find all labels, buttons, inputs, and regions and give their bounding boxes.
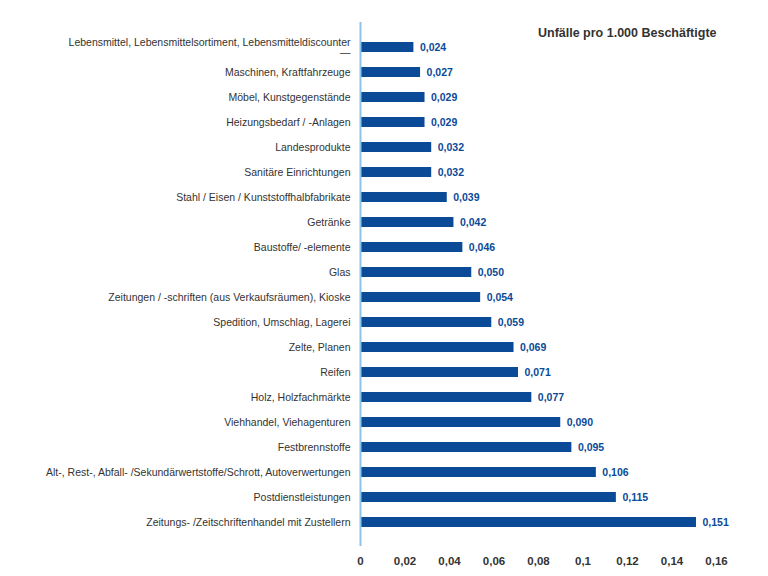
svg-text:Stahl / Eisen / Kunststoffhalb: Stahl / Eisen / Kunststoffhalbfabrikate xyxy=(176,191,350,203)
svg-text:0,029: 0,029 xyxy=(431,91,457,103)
svg-text:Landesprodukte: Landesprodukte xyxy=(275,141,350,153)
svg-text:Postdienstleistungen: Postdienstleistungen xyxy=(254,491,351,503)
svg-text:0,069: 0,069 xyxy=(520,341,546,353)
svg-text:0,059: 0,059 xyxy=(498,316,524,328)
svg-text:0,095: 0,095 xyxy=(578,441,604,453)
svg-text:0,090: 0,090 xyxy=(567,416,593,428)
svg-text:Zelte, Planen: Zelte, Planen xyxy=(289,341,351,353)
svg-text:Zeitungs- /Zeitschriftenhandel: Zeitungs- /Zeitschriftenhandel mit Zuste… xyxy=(146,516,350,528)
svg-text:Heizungsbedarf / -Anlagen: Heizungsbedarf / -Anlagen xyxy=(226,116,350,128)
svg-text:0,050: 0,050 xyxy=(478,266,504,278)
svg-text:0,14: 0,14 xyxy=(661,555,684,567)
svg-text:0,12: 0,12 xyxy=(616,555,638,567)
svg-text:Sanitäre Einrichtungen: Sanitäre Einrichtungen xyxy=(244,166,350,178)
svg-text:0,071: 0,071 xyxy=(524,366,550,378)
svg-text:0,151: 0,151 xyxy=(702,516,728,528)
svg-text:0,024: 0,024 xyxy=(420,41,446,53)
svg-text:Möbel, Kunstgegenstände: Möbel, Kunstgegenstände xyxy=(228,91,350,103)
svg-text:Unfälle pro 1.000 Beschäftigte: Unfälle pro 1.000 Beschäftigte xyxy=(538,26,717,40)
svg-text:0,039: 0,039 xyxy=(453,191,479,203)
svg-text:0,077: 0,077 xyxy=(538,391,564,403)
svg-text:Lebensmittel, Lebensmittelsort: Lebensmittel, Lebensmittelsortiment, Leb… xyxy=(69,36,351,59)
svg-text:0,06: 0,06 xyxy=(483,555,505,567)
svg-text:0,115: 0,115 xyxy=(622,491,648,503)
svg-text:0,042: 0,042 xyxy=(460,216,486,228)
svg-text:0,027: 0,027 xyxy=(427,66,453,78)
svg-text:Getränke: Getränke xyxy=(307,216,350,228)
svg-text:Glas: Glas xyxy=(329,266,351,278)
svg-text:0,16: 0,16 xyxy=(705,555,727,567)
svg-text:0,054: 0,054 xyxy=(487,291,513,303)
svg-text:0,1: 0,1 xyxy=(575,555,592,567)
svg-text:Reifen: Reifen xyxy=(320,366,351,378)
svg-text:0: 0 xyxy=(357,555,363,567)
svg-text:Holz, Holzfachmärkte: Holz, Holzfachmärkte xyxy=(251,391,351,403)
svg-text:Festbrennstoffe: Festbrennstoffe xyxy=(278,441,351,453)
svg-text:Baustoffe/ -elemente: Baustoffe/ -elemente xyxy=(254,241,351,253)
svg-text:Zeitungen / -schriften (aus Ve: Zeitungen / -schriften (aus Verkaufsräum… xyxy=(108,291,350,303)
svg-text:Alt-, Rest-, Abfall- /Sekundär: Alt-, Rest-, Abfall- /Sekundärwertstoffe… xyxy=(46,466,351,478)
svg-text:0,046: 0,046 xyxy=(469,241,495,253)
svg-text:0,106: 0,106 xyxy=(602,466,628,478)
svg-text:0,032: 0,032 xyxy=(438,141,464,153)
svg-text:0,029: 0,029 xyxy=(431,116,457,128)
svg-text:0,02: 0,02 xyxy=(394,555,416,567)
svg-text:Spedition, Umschlag, Lagerei: Spedition, Umschlag, Lagerei xyxy=(213,316,350,328)
svg-text:0,032: 0,032 xyxy=(438,166,464,178)
svg-text:0,08: 0,08 xyxy=(527,555,550,567)
svg-text:0,04: 0,04 xyxy=(438,555,461,567)
svg-text:Viehhandel, Viehagenturen: Viehhandel, Viehagenturen xyxy=(224,416,350,428)
svg-text:Maschinen, Kraftfahrzeuge: Maschinen, Kraftfahrzeuge xyxy=(225,66,351,78)
